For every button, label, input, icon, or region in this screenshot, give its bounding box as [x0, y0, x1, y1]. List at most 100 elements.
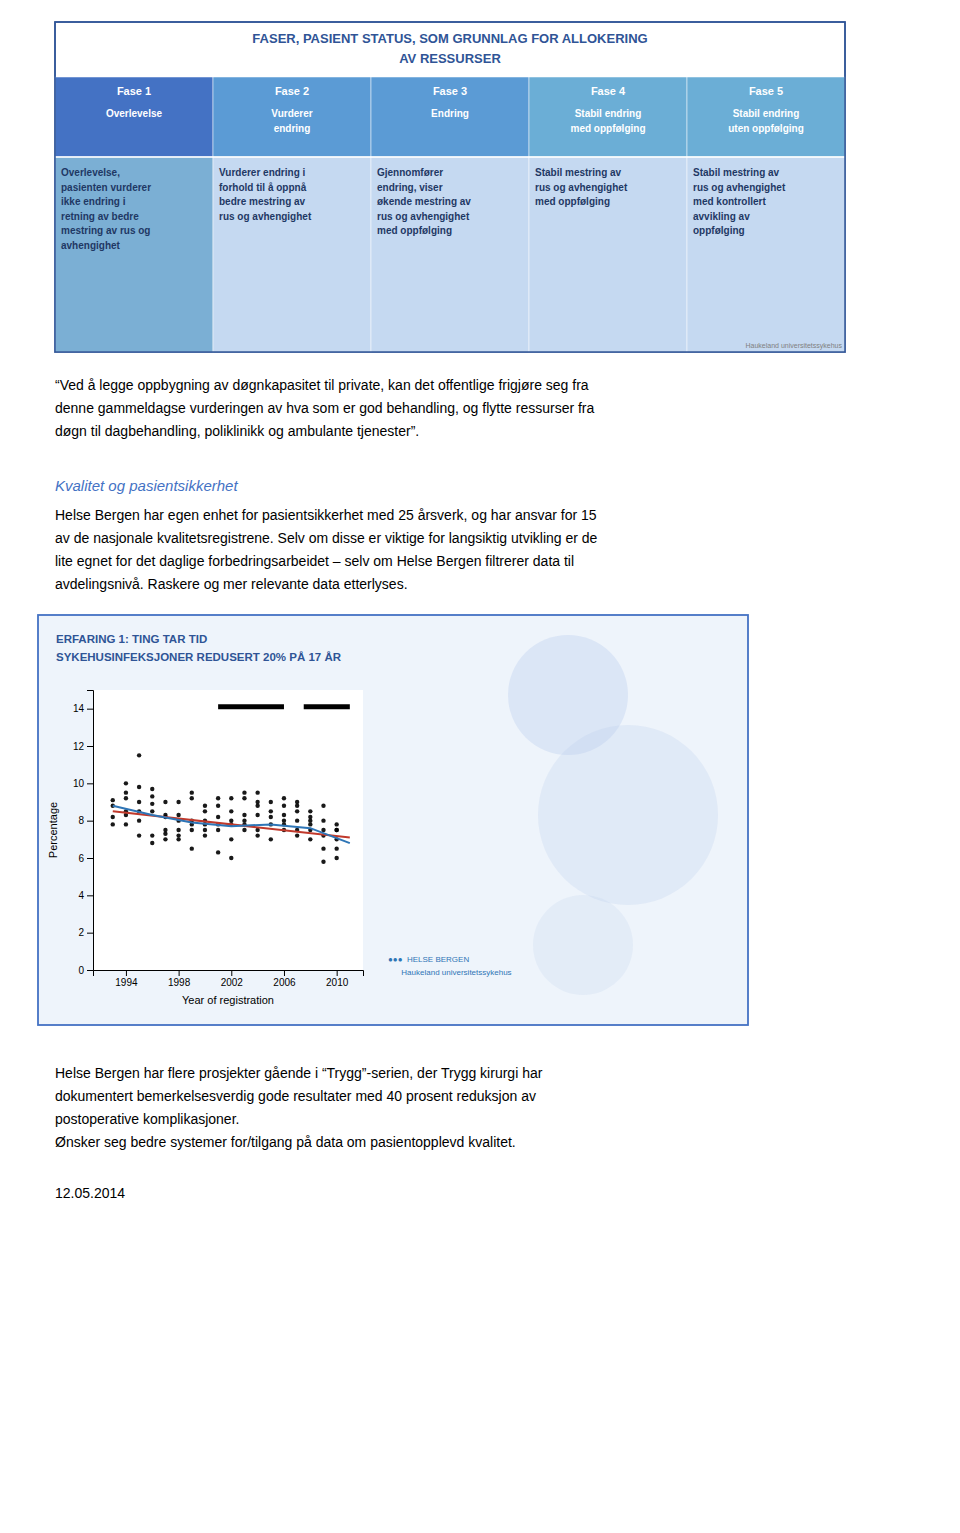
x-axis-tick: 2006: [273, 970, 296, 988]
text-line: lite egnet for det daglige forbedringsar…: [55, 553, 574, 569]
y-axis: 02468101214: [73, 691, 94, 976]
experience-box: ERFARING 1: TING TAR TIDSYKEHUSINFEKSJON…: [38, 615, 748, 1025]
y-axis-tick: 2: [78, 927, 93, 938]
scatter-point: [216, 796, 220, 800]
y-axis-tick: 12: [73, 741, 93, 752]
text-line: Stabil endring: [575, 108, 642, 119]
body-text: Stabil mestring av rus og avhengighet med …: [535, 167, 628, 207]
scatter-point: [229, 809, 233, 813]
text-line: Stabil mestring av: [535, 167, 622, 178]
y-axis-tick-label: 4: [78, 890, 84, 901]
scatter-point: [150, 809, 154, 813]
table-frame: [55, 22, 845, 352]
scatter-point: [269, 809, 273, 813]
scatter-point: [176, 800, 180, 804]
text-line: 12.05.2014: [55, 1185, 125, 1201]
header-cell: [529, 77, 687, 157]
text-line: ikke endring i: [61, 196, 126, 207]
x-axis-tick: 1994: [115, 970, 138, 988]
scatter-point: [203, 804, 207, 808]
text-line: uten oppfølging: [728, 123, 804, 134]
body-text-1: Helse Bergen har egen enhet for pasients…: [55, 507, 598, 592]
scatter-point: [321, 860, 325, 864]
x-axis-tick-mark: [337, 970, 338, 976]
y-axis-tick-mark: [87, 933, 93, 934]
text-line: avvikling av: [693, 211, 750, 222]
body-text: Overlevelse,pasienten vurdererikke endri…: [61, 167, 151, 251]
table-frame-bg: [55, 22, 845, 352]
scatter-point: [124, 781, 128, 785]
scatter-point: [150, 833, 154, 837]
y-axis-tick: 10: [73, 778, 93, 789]
scatter-point: [269, 800, 273, 804]
x-axis-tick-label: 1994: [115, 977, 138, 988]
text-line: SYKEHUSINFEKSJONER REDUSERT 20% PÅ 17 ÅR: [56, 651, 342, 663]
text-line: endring, viser: [377, 182, 443, 193]
body-text: Vurderer endring iforhold til å oppnåbed…: [219, 167, 312, 222]
text-line: økende mestring av: [377, 196, 471, 207]
box-title: ERFARING 1: TING TAR TIDSYKEHUSINFEKSJON…: [56, 633, 342, 662]
text-line: Fase 3: [433, 85, 467, 97]
box-background: [38, 615, 748, 1025]
decor-circle: [533, 895, 633, 995]
scatter-point: [308, 837, 312, 841]
scatter-point: [216, 804, 220, 808]
header-text: Fase 3Endring: [431, 85, 469, 119]
text-line: Kvalitet og pasientsikkerhet: [55, 477, 238, 494]
scatter-point: [137, 753, 141, 757]
scatter-point: [137, 800, 141, 804]
chart: 1994199820022006201002468101214Year of r…: [47, 690, 364, 1006]
x-axis-tick-mark: [126, 970, 127, 976]
text-line: døgn til dagbehandling, poliklinikk og a…: [55, 423, 419, 439]
text-line: Fase 1: [117, 85, 151, 97]
scatter-point: [124, 822, 128, 826]
scatter-point: [203, 833, 207, 837]
text-line: Vurderer: [271, 108, 312, 119]
line-series: [113, 806, 350, 843]
text-line: med oppfølging: [535, 196, 610, 207]
scatter-point: [163, 832, 167, 836]
scatter-point: [137, 818, 141, 822]
text-line: med oppfølging: [571, 123, 646, 134]
text-line: Ønsker seg bedre systemer for/tilgang på…: [55, 1134, 516, 1150]
text-line: Helse Bergen har egen enhet for pasients…: [55, 507, 597, 523]
y-axis-tick: 4: [78, 890, 93, 901]
y-axis-tick-label: 12: [73, 741, 85, 752]
x-axis-title: Year of registration: [182, 994, 274, 1006]
scatter-point: [269, 815, 273, 819]
y-axis-tick-label: 10: [73, 778, 85, 789]
x-axis-tick: 1998: [168, 970, 191, 988]
header-text: Fase 5Stabil endringuten oppfølging: [728, 85, 804, 134]
scatter-point: [203, 809, 207, 813]
scatter-point: [190, 828, 194, 832]
text-line: Helse Bergen har flere prosjekter gående…: [55, 1065, 543, 1081]
scatter-point: [282, 796, 286, 800]
scatter-point: [150, 787, 154, 791]
text-line: av de nasjonale kvalitetsregistrene. Sel…: [55, 530, 598, 546]
scatter-point: [295, 818, 299, 822]
scatter-point: [203, 828, 207, 832]
text-line: avdelingsnivå. Raskere og mer relevante …: [55, 576, 408, 592]
scatter-point: [242, 818, 246, 822]
scatter-point: [295, 809, 299, 813]
text-line: rus og avhengighet: [535, 182, 628, 193]
bottom-text: Helse Bergen har flere prosjekter gående…: [55, 1065, 543, 1150]
scatter-point: [163, 837, 167, 841]
text-line: Vurderer endring i: [219, 167, 306, 178]
x-axis-tick-label: 2006: [273, 977, 296, 988]
x-axis-tick: 2010: [326, 970, 349, 988]
x-axis: 19941998200220062010: [94, 970, 364, 988]
scatter-point: [190, 790, 194, 794]
scatter-point: [334, 856, 338, 860]
text-line: oppfølging: [693, 225, 745, 236]
text-line: forhold til å oppnå: [219, 182, 307, 193]
scatter-point: [255, 804, 259, 808]
y-axis-tick: 6: [78, 853, 93, 864]
body-cell: [687, 157, 845, 352]
text-line: pasienten vurderer: [61, 182, 151, 193]
y-axis-tick: 14: [73, 703, 93, 714]
header-cell: [55, 77, 213, 157]
scatter-point: [334, 846, 338, 850]
scatter-point: [111, 815, 115, 819]
text-line: postoperative komplikasjoner.: [55, 1111, 239, 1127]
